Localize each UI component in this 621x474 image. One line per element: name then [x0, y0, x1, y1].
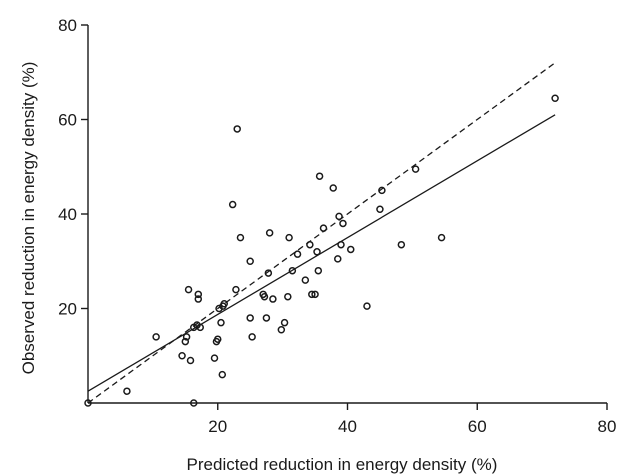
data-point	[123, 387, 131, 395]
data-points	[84, 94, 559, 407]
data-point	[339, 219, 347, 228]
data-point	[264, 269, 273, 277]
data-point	[233, 125, 241, 133]
data-point	[181, 337, 190, 346]
data-point	[315, 172, 324, 180]
data-point	[329, 184, 337, 192]
solid-fit-line	[87, 114, 556, 392]
data-point	[214, 335, 222, 343]
data-point	[262, 314, 271, 322]
y-tick-label: 60	[58, 111, 77, 130]
data-point	[186, 356, 195, 365]
data-point	[152, 333, 160, 341]
data-point	[246, 257, 254, 265]
data-point	[285, 233, 293, 242]
data-point	[397, 240, 406, 249]
data-point	[437, 233, 446, 242]
x-tick-label: 60	[468, 417, 487, 436]
data-point	[306, 240, 314, 249]
data-point	[228, 200, 237, 209]
ticks: 20 40 60 80 20 40 60 80	[58, 16, 616, 436]
x-tick-label: 40	[338, 417, 357, 436]
data-point	[313, 248, 321, 256]
data-point	[411, 165, 420, 173]
data-point	[308, 290, 316, 299]
data-point	[334, 255, 342, 263]
data-point	[311, 290, 319, 299]
data-point	[551, 94, 559, 102]
data-point	[194, 290, 203, 299]
data-point	[246, 314, 254, 322]
data-point	[217, 318, 225, 327]
data-point	[301, 276, 310, 284]
data-point	[363, 302, 371, 310]
data-point	[378, 186, 386, 195]
data-point	[288, 266, 297, 275]
data-point	[220, 300, 228, 308]
data-point	[293, 250, 302, 258]
dashed-line	[87, 62, 556, 404]
data-point	[210, 354, 219, 362]
data-point	[280, 318, 289, 327]
x-tick-label: 20	[208, 417, 227, 436]
y-tick-label: 20	[58, 300, 77, 319]
data-point	[232, 285, 240, 294]
data-point	[194, 295, 203, 303]
data-point	[376, 205, 384, 214]
data-point	[184, 285, 193, 294]
data-point	[277, 326, 286, 334]
data-point	[265, 229, 274, 237]
data-point	[269, 295, 277, 303]
data-point	[196, 323, 204, 332]
data-point	[314, 266, 323, 275]
data-point	[346, 245, 355, 254]
data-point	[284, 292, 292, 301]
x-axis-title: Predicted reduction in energy density (%…	[187, 455, 498, 474]
data-point	[335, 212, 343, 221]
data-point	[236, 233, 245, 242]
y-tick-label: 80	[58, 16, 77, 35]
data-point	[182, 333, 191, 341]
y-tick-label: 40	[58, 205, 77, 224]
data-point	[260, 292, 269, 301]
data-point	[319, 224, 328, 232]
x-tick-label: 80	[598, 417, 617, 436]
fit-lines	[87, 62, 556, 404]
y-axis-title: Observed reduction in energy density (%)	[19, 62, 38, 375]
data-point	[248, 333, 256, 341]
data-point	[178, 352, 186, 360]
data-point	[337, 240, 345, 249]
data-point	[218, 370, 227, 379]
